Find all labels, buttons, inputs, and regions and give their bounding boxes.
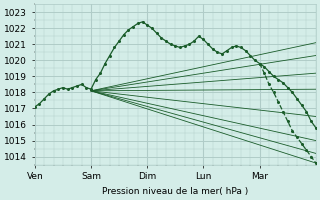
X-axis label: Pression niveau de la mer( hPa ): Pression niveau de la mer( hPa ) xyxy=(102,187,248,196)
